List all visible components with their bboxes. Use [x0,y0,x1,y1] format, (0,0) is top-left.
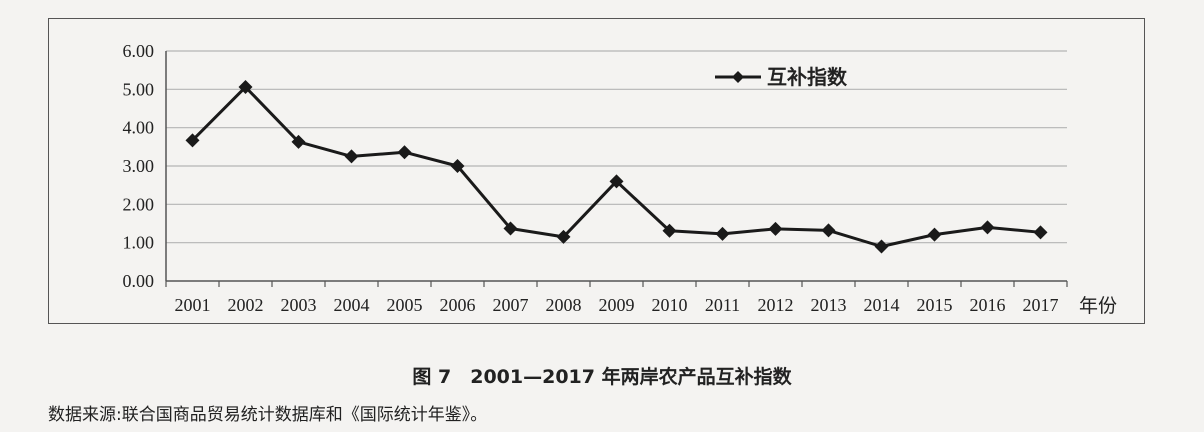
y-tick-label: 6.00 [123,41,155,61]
y-tick-label: 3.00 [123,156,155,176]
x-tick-label: 2003 [281,295,317,315]
x-tick-label: 2001 [175,295,211,315]
legend-label: 互补指数 [767,65,848,89]
chart-frame: 0.00 1.00 2.00 3.00 4.00 5.00 6.00 2001 2002 200… [48,18,1145,324]
data-point-marker [1034,225,1048,239]
x-tick-label: 2009 [599,295,635,315]
x-tick-label: 2017 [1023,295,1059,315]
x-tick-label: 2014 [864,295,900,315]
y-tick-label: 1.00 [123,233,155,253]
legend: 互补指数 [715,65,848,89]
x-tick-label: 2011 [705,295,740,315]
y-tick-label: 2.00 [123,194,155,214]
y-tick-label: 4.00 [123,118,155,138]
series-line [193,87,1041,246]
y-axis-ticks: 0.00 1.00 2.00 3.00 4.00 5.00 6.00 [123,41,155,291]
x-axis-title: 年份 [1079,295,1117,317]
x-tick-label: 2012 [758,295,794,315]
data-point-marker [981,220,995,234]
figure-caption: 图 7 2001—2017 年两岸农产品互补指数 [0,362,1204,389]
x-tick-label: 2005 [387,295,423,315]
axes [166,51,1067,287]
data-point-marker [398,145,412,159]
gridlines [166,51,1067,243]
x-tick-label: 2007 [493,295,529,315]
data-point-marker [822,223,836,237]
data-point-marker [345,149,359,163]
data-point-marker [716,227,730,241]
x-tick-label: 2006 [440,295,476,315]
x-axis-ticks: 2001 2002 2003 2004 2005 2006 2007 2008 2009 2010… [175,295,1059,315]
x-tick-label: 2013 [811,295,847,315]
x-tick-label: 2002 [228,295,264,315]
data-point-marker [928,228,942,242]
x-tick-label: 2016 [970,295,1006,315]
source-note: 数据来源:联合国商品贸易统计数据库和《国际统计年鉴》。 [48,400,487,425]
y-tick-label: 5.00 [123,79,155,99]
x-tick-label: 2004 [334,295,370,315]
data-point-marker [875,240,889,254]
series-group [186,80,1048,253]
line-chart: 0.001.002.003.004.005.006.00 2001 2002 200… [49,19,1143,322]
x-tick-label: 2008 [546,295,582,315]
x-tick-label: 2010 [652,295,688,315]
data-point-marker [769,222,783,236]
legend-marker-icon [732,71,744,83]
y-tick-label: 0.00 [123,271,155,291]
x-tick-label: 2015 [917,295,953,315]
